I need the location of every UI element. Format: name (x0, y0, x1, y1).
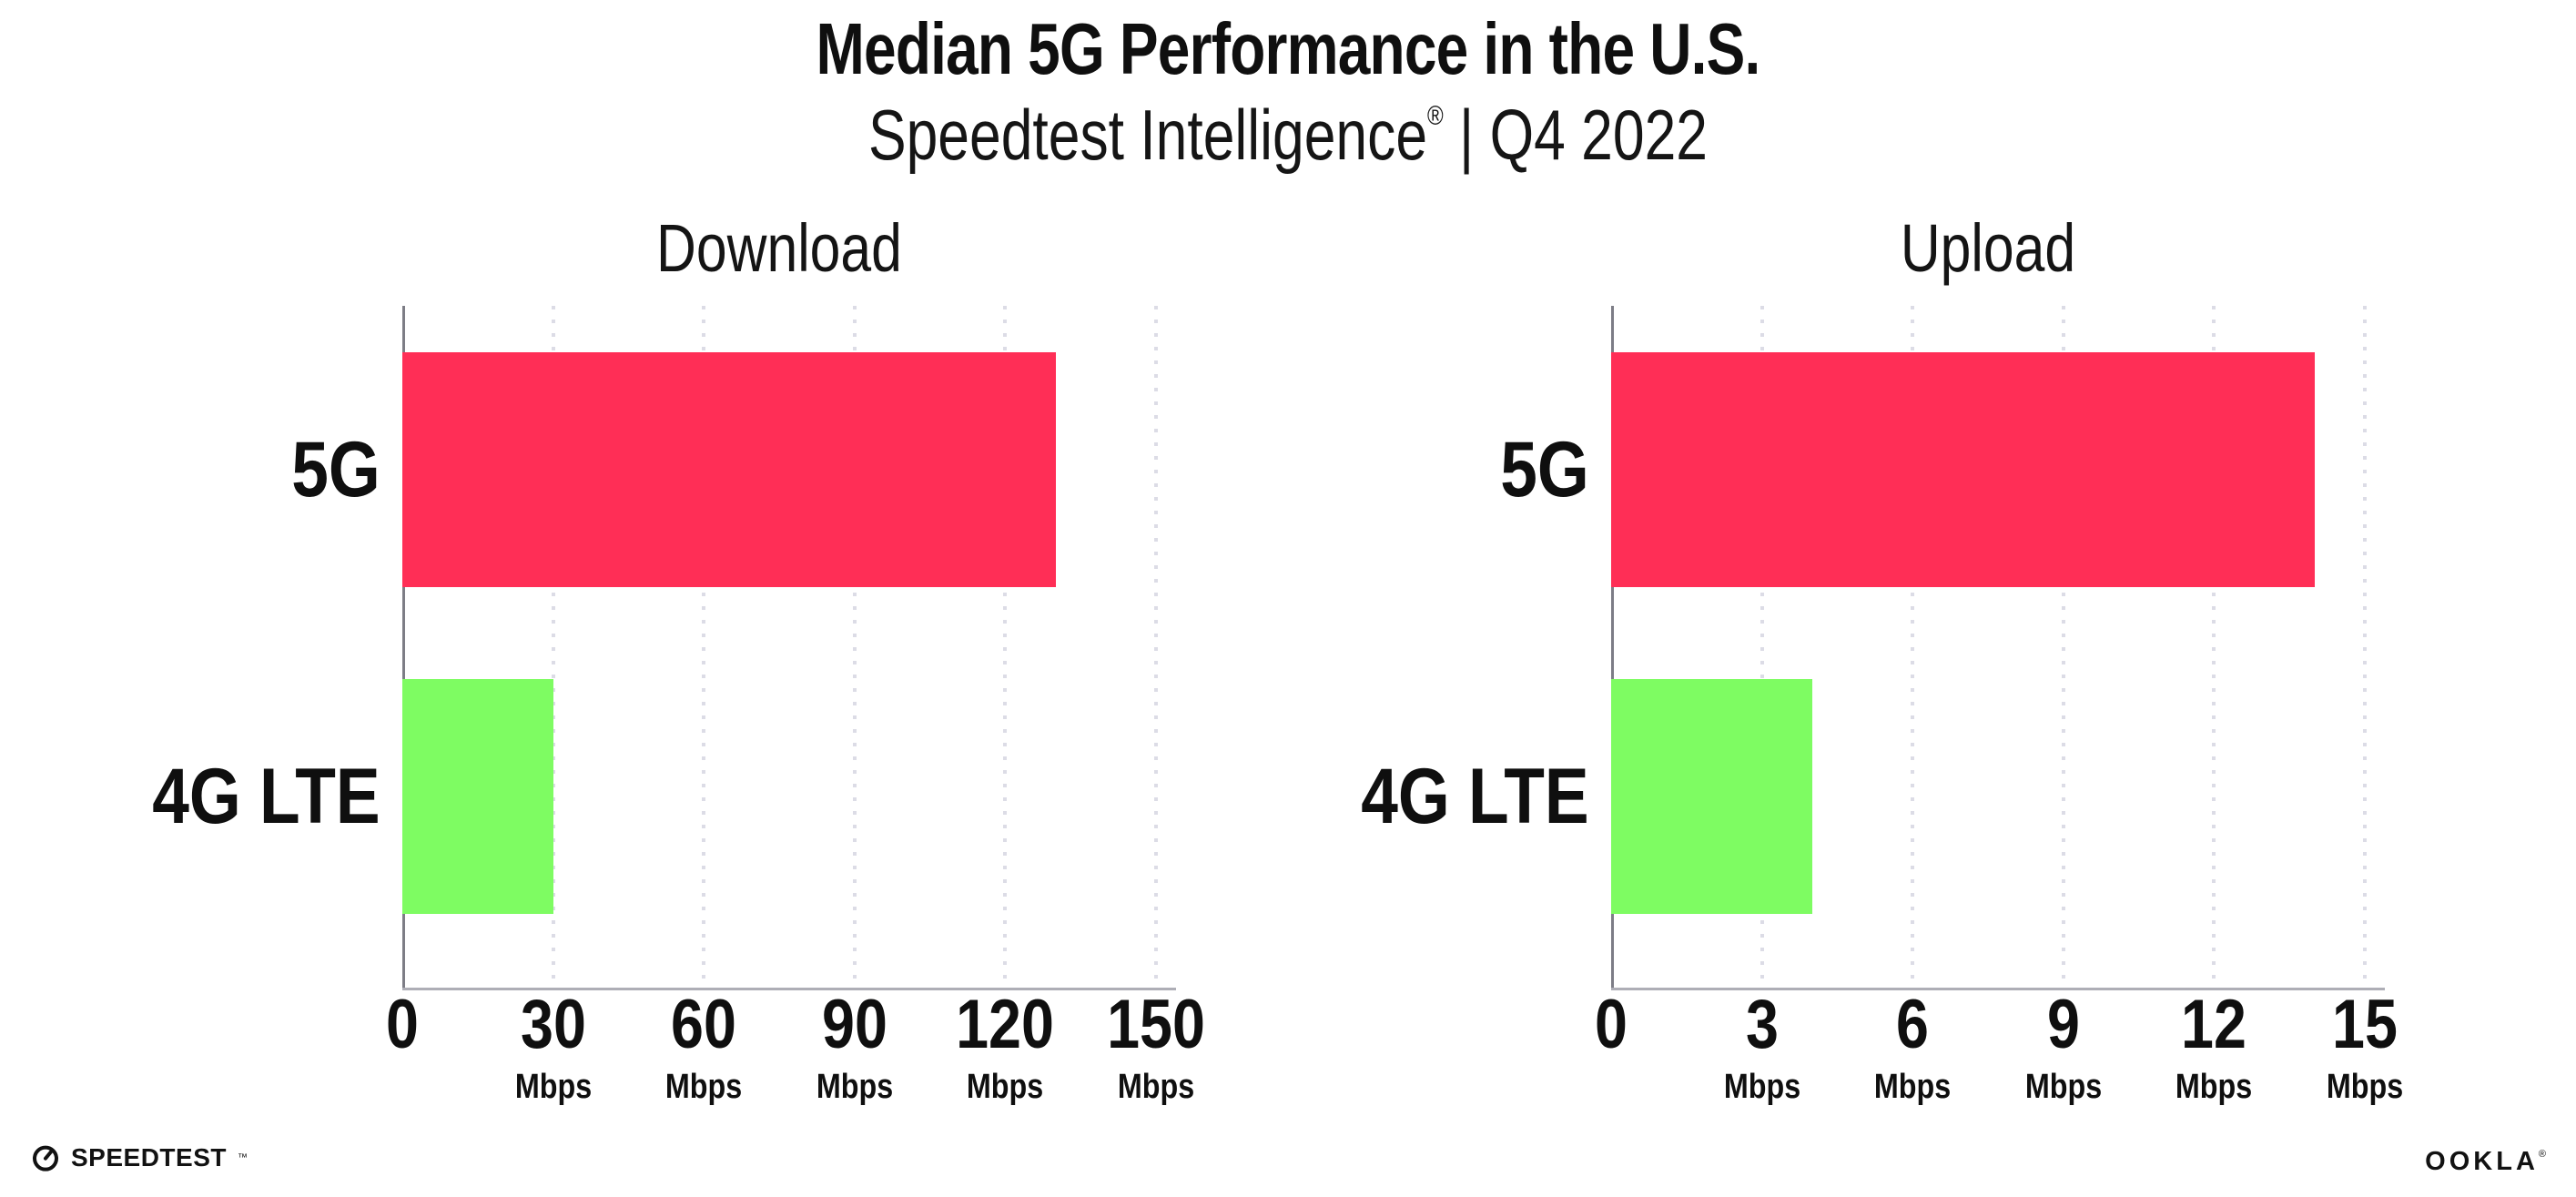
tick-number: 6 (1896, 986, 1930, 1063)
ookla-wordmark: OOKLA (2425, 1147, 2539, 1176)
tick-unit: Mbps (2326, 1068, 2404, 1106)
category-label-4g-lte: 4G LTE (152, 753, 380, 840)
tick-unit: Mbps (1874, 1068, 1952, 1106)
registered-mark: ® (1427, 101, 1444, 131)
category-label-5g: 5G (1500, 426, 1589, 513)
tick-number: 120 (956, 986, 1055, 1063)
speedtest-wordmark: SPEEDTEST (71, 1143, 227, 1172)
gridline-3 (1760, 306, 1764, 988)
gridline-90 (852, 306, 857, 988)
tick-unit: Mbps (665, 1068, 743, 1106)
tick-number: 90 (821, 986, 887, 1063)
tick-number: 12 (2181, 986, 2247, 1063)
x-axis-line (402, 988, 1176, 990)
x-axis-tick-0: 0 (1592, 990, 1630, 1060)
x-axis-tick-labels: 0 30 Mbps 60 Mbps 90 Mbps 120 Mbps 150 Mbps (386, 986, 1205, 1109)
x-axis-tick-90: 90 Mbps (809, 986, 899, 1106)
x-axis-tick-3: 3 Mbps (1717, 986, 1807, 1106)
subtitle-period: | Q4 2022 (1443, 95, 1708, 175)
bar-5g-download (402, 352, 1056, 587)
x-axis-tick-60: 60 Mbps (659, 986, 749, 1106)
x-axis-tick-labels: 0 3 Mbps 6 Mbps 9 Mbps 12 Mbps 15 Mbps (1595, 986, 2403, 1109)
ookla-logo: OOKLA® (2425, 1147, 2546, 1177)
gridline-9 (2061, 306, 2065, 988)
category-label-4g-lte: 4G LTE (1361, 753, 1589, 840)
x-axis-line (1611, 988, 2385, 990)
speedtest-gauge-icon (31, 1143, 60, 1172)
y-axis-line (1611, 306, 1614, 988)
x-axis-tick-0: 0 (383, 990, 421, 1060)
y-axis-line (402, 306, 405, 988)
tick-number: 0 (386, 986, 419, 1063)
x-axis-tick-30: 30 Mbps (508, 986, 598, 1106)
x-axis-tick-15: 15 Mbps (2319, 986, 2409, 1106)
gridline-15 (2363, 306, 2367, 988)
gridline-60 (702, 306, 706, 988)
speedtest-logo: SPEEDTEST ™ (31, 1143, 248, 1172)
gridline-12 (2212, 306, 2216, 988)
x-axis-tick-12: 12 Mbps (2169, 986, 2259, 1106)
tick-unit: Mbps (816, 1068, 893, 1106)
tick-unit: Mbps (1723, 1068, 1800, 1106)
x-axis-tick-150: 150 Mbps (1099, 986, 1214, 1106)
subtitle-brand: Speedtest Intelligence (867, 95, 1428, 175)
upload-chart: Upload 5G 4G LTE 0 3 Mbps 6 Mbps 9 Mbps 12 Mbps 1… (1362, 215, 2404, 1105)
tick-unit: Mbps (2024, 1068, 2102, 1106)
download-chart: Download 5G 4G LTE 0 30 Mbps 60 Mbps 90 Mbps 12… (153, 215, 1205, 1105)
tick-number: 0 (1595, 986, 1628, 1063)
gridline-150 (1154, 306, 1158, 988)
upload-chart-title: Upload (1900, 210, 2076, 286)
tick-unit: Mbps (967, 1068, 1044, 1106)
gridline-6 (1911, 306, 1915, 988)
bar-5g-upload (1611, 352, 2315, 587)
tick-number: 3 (1745, 986, 1779, 1063)
tick-unit: Mbps (1117, 1068, 1195, 1106)
x-axis-tick-120: 120 Mbps (948, 986, 1063, 1106)
page-title: Median 5G Performance in the U.S. (816, 8, 1761, 89)
tick-number: 150 (1107, 986, 1205, 1063)
bar-4g-lte-download (402, 679, 553, 914)
gridline-30 (551, 306, 555, 988)
download-chart-title: Download (656, 210, 902, 286)
tick-unit: Mbps (514, 1068, 592, 1106)
tick-unit: Mbps (2175, 1068, 2253, 1106)
tick-number: 30 (520, 986, 586, 1063)
bar-4g-lte-upload (1611, 679, 1812, 914)
tick-number: 9 (2046, 986, 2080, 1063)
tick-number: 15 (2332, 986, 2398, 1063)
x-axis-tick-6: 6 Mbps (1868, 986, 1958, 1106)
page-subtitle: Speedtest Intelligence® | Q4 2022 (258, 95, 2318, 175)
tick-number: 60 (671, 986, 737, 1063)
gridline-120 (1003, 306, 1008, 988)
x-axis-tick-9: 9 Mbps (2018, 986, 2108, 1106)
ookla-registered-mark: ® (2538, 1149, 2546, 1160)
category-label-5g: 5G (291, 426, 380, 513)
